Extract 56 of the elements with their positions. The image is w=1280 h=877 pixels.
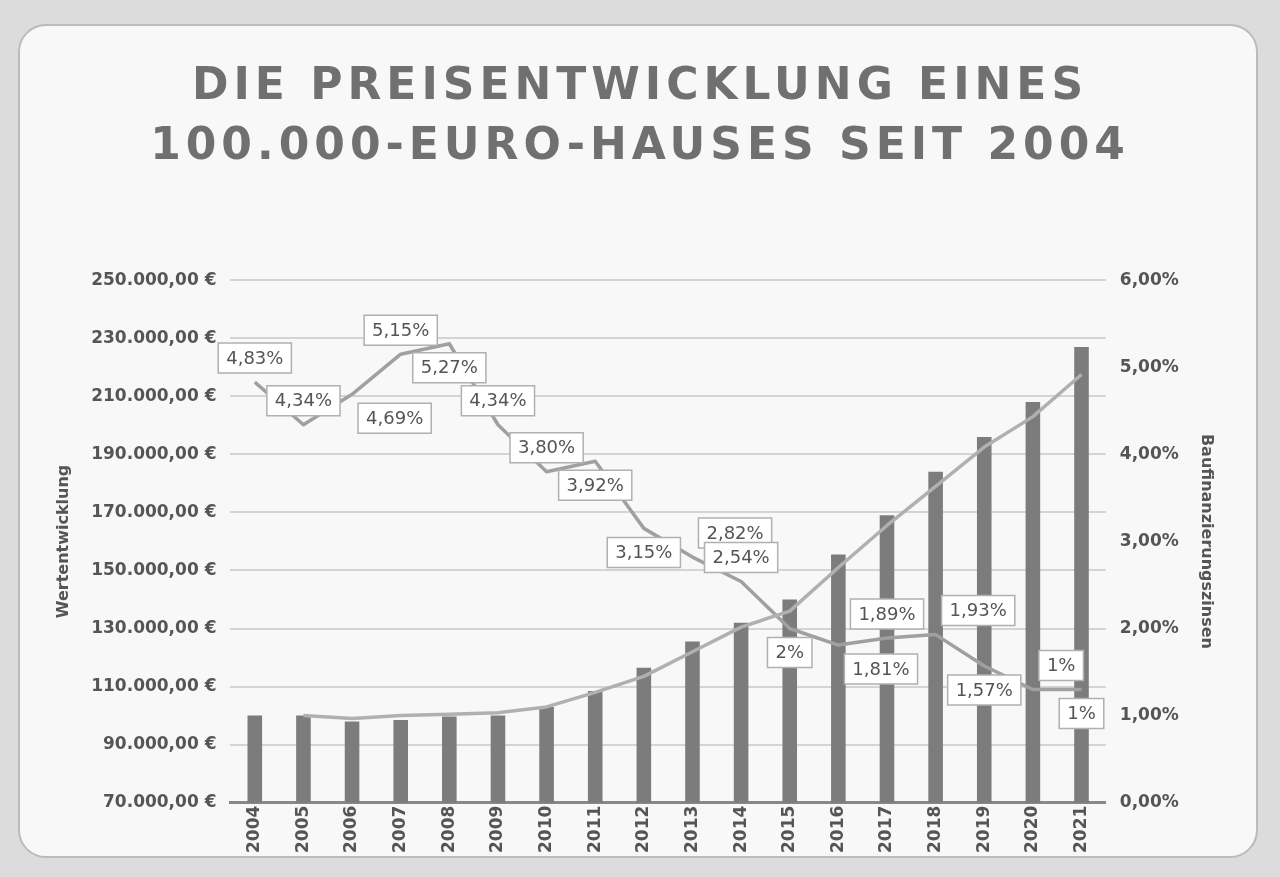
data-label: 1,89%: [858, 602, 916, 624]
x-tick-label: 2018: [924, 805, 945, 854]
data-label: 2%: [775, 641, 805, 663]
x-tick-label: 2021: [1069, 805, 1090, 854]
y-tick-label: 230.000,00 €: [91, 326, 217, 347]
y-tick-label: 110.000,00 €: [91, 675, 217, 695]
y-tick-label: 70.000,00 €: [103, 791, 217, 812]
data-label: 1%: [1046, 654, 1076, 676]
y2-tick-label: 6,00%: [1119, 268, 1179, 289]
data-label: 4,34%: [469, 389, 527, 411]
y-tick-label: 150.000,00 €: [91, 558, 217, 579]
y-tick-label: 130.000,00 €: [91, 616, 217, 637]
y-tick-label: 90.000,00 €: [103, 733, 217, 754]
data-label: 1,93%: [949, 599, 1007, 621]
x-tick-label: 2008: [437, 805, 458, 854]
data-label: 2,54%: [712, 546, 770, 568]
x-tick-label: 2011: [583, 805, 604, 854]
y2-tick-label: 1,00%: [1119, 704, 1179, 725]
y-tick-label: 190.000,00 €: [91, 442, 217, 463]
x-tick-label: 2014: [729, 805, 750, 854]
x-tick-label: 2019: [972, 805, 993, 854]
x-tick-label: 2020: [1021, 805, 1042, 854]
y2-tick-label: 0,00%: [1119, 791, 1179, 812]
x-tick-label: 2005: [291, 805, 312, 854]
x-tick-label: 2016: [826, 805, 847, 854]
chart-title: DIE PREISENTWICKLUNG EINES 100.000-EURO-HAUSES SEIT 2004: [149, 57, 1131, 171]
data-label: 4,34%: [274, 389, 333, 411]
data-label: 2,82%: [706, 521, 764, 543]
data-label: 3,92%: [566, 474, 624, 495]
y-tick-label: 210.000,00 €: [91, 384, 217, 405]
data-label: 3,80%: [517, 436, 576, 458]
data-label: 5,15%: [372, 318, 430, 340]
x-tick-label: 2015: [778, 805, 799, 854]
data-label: 5,27%: [420, 356, 478, 378]
y2-axis-title: Baufinanzierungszinsen: [1198, 433, 1218, 649]
x-tick-label: 2006: [340, 805, 361, 854]
y2-tick-label: 3,00%: [1119, 529, 1179, 550]
data-label: 4,83%: [226, 346, 284, 368]
data-label: 1,81%: [852, 657, 910, 679]
data-label: 4,69%: [366, 406, 424, 428]
data-label: 1%: [1067, 702, 1096, 724]
y2-tick-label: 4,00%: [1119, 442, 1179, 463]
data-label: 3,15%: [615, 541, 673, 563]
y-axis-title: Wertentwicklung: [52, 464, 72, 619]
x-tick-label: 2004: [243, 805, 264, 854]
x-tick-label: 2010: [535, 805, 556, 854]
data-label: 1,57%: [955, 678, 1013, 700]
x-tick-label: 2009: [486, 805, 507, 854]
x-tick-label: 2013: [680, 805, 701, 854]
y2-tick-label: 2,00%: [1119, 616, 1179, 637]
y-tick-label: 250.000,00 €: [91, 268, 217, 289]
y2-tick-label: 5,00%: [1119, 355, 1179, 376]
x-tick-label: 2007: [389, 805, 410, 854]
x-tick-label: 2017: [875, 805, 896, 854]
x-tick-label: 2012: [632, 805, 653, 854]
y-tick-label: 170.000,00 €: [91, 500, 217, 521]
